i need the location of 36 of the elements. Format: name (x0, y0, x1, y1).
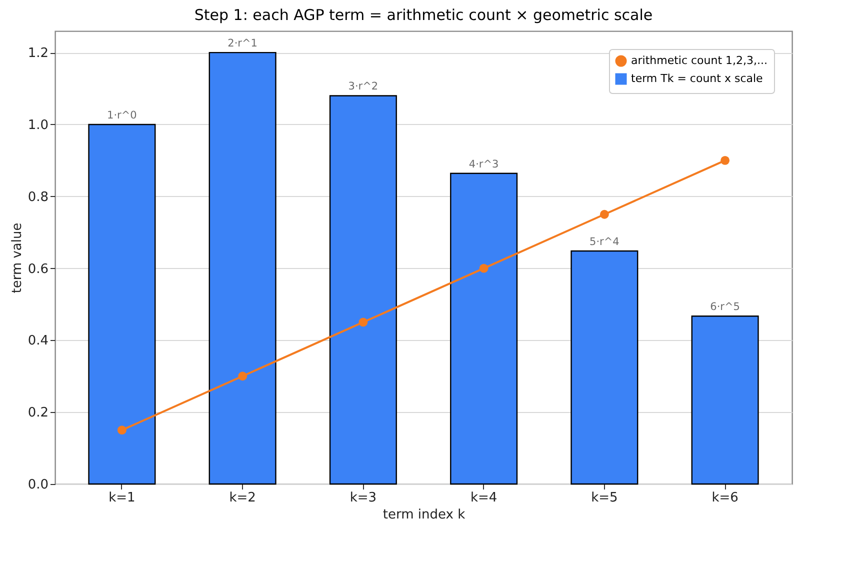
x-axis-title: term index k (382, 508, 466, 522)
x-tick-label: k=6 (712, 490, 738, 506)
point (600, 210, 609, 219)
y-tick-label: 1.2 (28, 46, 48, 62)
y-tick-label: 1.0 (28, 118, 48, 133)
y-tick-label: 0.2 (28, 406, 48, 421)
y-tick-label: 0.8 (28, 190, 48, 205)
annotation: 5·r^4 (590, 236, 620, 248)
x-tick-label: k=1 (108, 490, 136, 506)
bar (208, 52, 276, 485)
bar (691, 316, 759, 485)
annotation: 4·r^3 (468, 158, 499, 170)
x-tick-label: k=3 (350, 490, 377, 506)
x-tick-label: k=5 (591, 490, 618, 506)
annotation: 6·r^5 (710, 301, 740, 314)
legend-label: term Tk = count x scale (631, 72, 764, 85)
x-tick-label: k=4 (470, 490, 498, 506)
chart-title: Step 1: each AGP term = arithmetic count × geometric scale (194, 6, 653, 24)
bar (450, 172, 518, 485)
y-tick-label: 0.4 (28, 334, 48, 349)
x-tick-label: k=2 (229, 490, 256, 506)
bar (88, 124, 156, 485)
point (238, 372, 248, 381)
bar (329, 95, 397, 485)
point (720, 156, 730, 165)
point (479, 264, 488, 273)
annotation: 1·r^0 (107, 109, 137, 122)
legend-label: arithmetic count 1,2,3,... (631, 54, 768, 67)
point (358, 318, 368, 327)
annotation: 3·r^2 (348, 80, 378, 93)
point (117, 426, 126, 435)
y-axis-title: term value (10, 222, 25, 294)
annotation: 2·r^1 (228, 38, 258, 50)
y-tick-label: 0.0 (28, 478, 48, 492)
y-tick-label: 0.6 (28, 262, 48, 277)
bar (570, 250, 638, 485)
